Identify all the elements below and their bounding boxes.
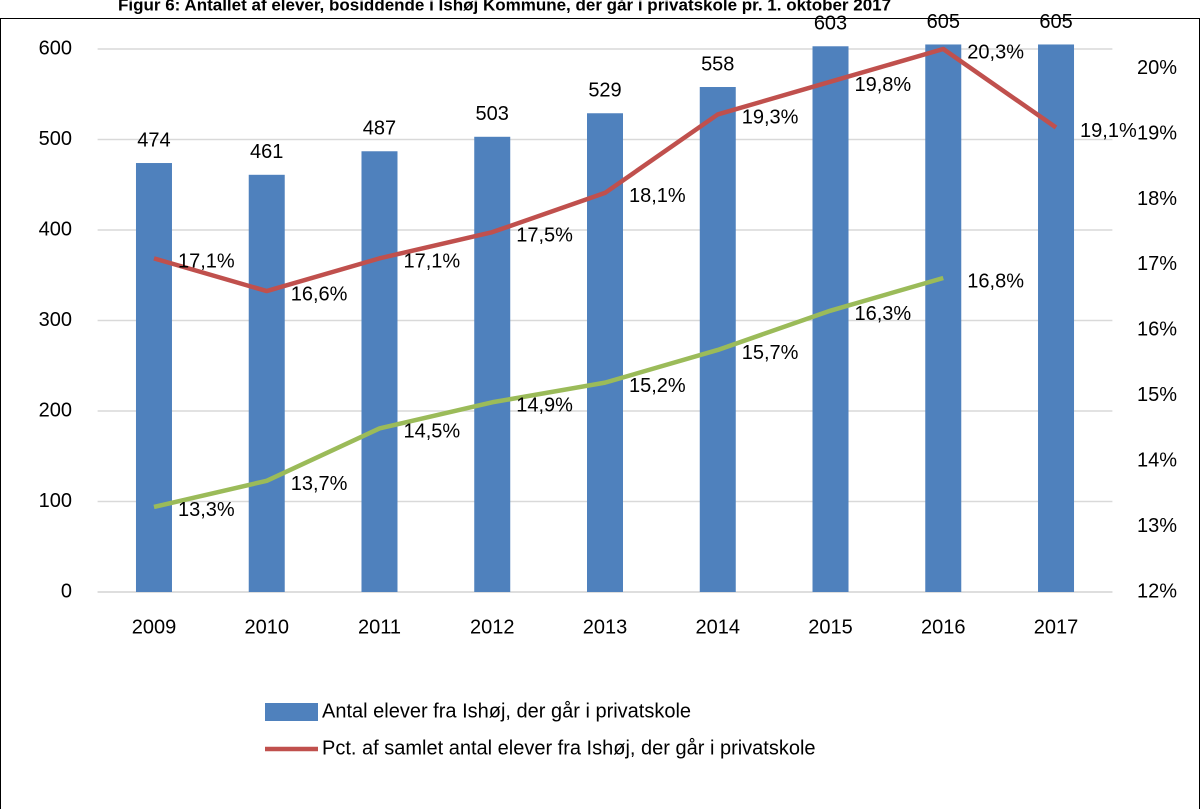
- y2-tick-label: 19%: [1137, 122, 1177, 144]
- y2-tick-label: 13%: [1137, 515, 1177, 537]
- x-tick-label: 2010: [244, 616, 289, 638]
- legend-swatch: [265, 703, 318, 721]
- x-tick-label: 2017: [1034, 616, 1079, 638]
- y2-tick-label: 17%: [1137, 253, 1177, 275]
- y-tick-label: 0: [61, 580, 72, 602]
- line-label: 15,7%: [742, 342, 799, 364]
- y2-tick-label: 12%: [1137, 580, 1177, 602]
- y-tick-label: 600: [39, 37, 72, 59]
- bar-label: 558: [701, 53, 734, 75]
- line-label: 13,3%: [178, 499, 235, 521]
- bar-label: 487: [363, 118, 396, 140]
- bar-label: 461: [250, 141, 283, 163]
- line-label: 14,5%: [403, 421, 460, 443]
- line-label: 20,3%: [967, 41, 1024, 63]
- bar-label: 503: [476, 103, 509, 125]
- line-label: 15,2%: [629, 375, 686, 397]
- y-tick-label: 500: [39, 128, 72, 150]
- line-label: 16,3%: [855, 303, 912, 325]
- bar: [925, 44, 962, 593]
- y2-tick-label: 14%: [1137, 449, 1177, 471]
- y-tick-label: 100: [39, 490, 72, 512]
- bar: [474, 136, 511, 592]
- bar: [248, 174, 285, 593]
- line-label: 19,1%: [1080, 120, 1137, 142]
- line: [153, 46, 1058, 294]
- bar-label: 605: [1039, 11, 1072, 33]
- x-tick-label: 2011: [358, 616, 401, 638]
- x-tick-label: 2014: [696, 616, 741, 638]
- x-tick-label: 2012: [470, 616, 515, 638]
- line-label: 18,1%: [629, 185, 686, 207]
- y2-tick-label: 18%: [1137, 188, 1177, 210]
- bar-label: 474: [137, 129, 170, 151]
- line-label: 14,9%: [516, 395, 573, 417]
- bar-label: 529: [588, 80, 621, 102]
- bar: [812, 46, 849, 593]
- line-label: 16,8%: [967, 270, 1024, 292]
- y-tick-label: 300: [39, 309, 72, 331]
- bar-label: 605: [927, 11, 960, 33]
- y2-tick-label: 20%: [1137, 57, 1177, 79]
- x-tick-label: 2015: [808, 616, 853, 638]
- line-label: 16,6%: [291, 283, 348, 305]
- bar: [135, 163, 172, 592]
- y-tick-label: 200: [39, 399, 72, 421]
- chart-title: Figur 6: Antallet af elever, bosiddende …: [118, 0, 891, 14]
- legend-label: Pct. af samlet antal elever fra Ishøj, d…: [322, 737, 816, 759]
- y2-tick-label: 16%: [1137, 319, 1177, 341]
- x-tick-label: 2013: [583, 616, 628, 638]
- line-label: 19,8%: [855, 74, 912, 96]
- y2-tick-label: 15%: [1137, 384, 1177, 406]
- line-label: 19,3%: [742, 107, 799, 129]
- bar-label: 603: [814, 13, 847, 35]
- line-label: 17,1%: [178, 251, 235, 273]
- line-label: 13,7%: [291, 473, 348, 495]
- line-label: 17,5%: [516, 224, 573, 246]
- bar: [361, 151, 398, 592]
- bar: [699, 87, 736, 592]
- line-label: 17,1%: [403, 251, 460, 273]
- legend-label: Antal elever fra Ishøj, der går i privat…: [322, 700, 691, 722]
- y-tick-label: 400: [39, 218, 72, 240]
- x-tick-label: 2016: [921, 616, 966, 638]
- bar: [1038, 44, 1075, 593]
- x-tick-label: 2009: [132, 616, 177, 638]
- line: [153, 275, 944, 510]
